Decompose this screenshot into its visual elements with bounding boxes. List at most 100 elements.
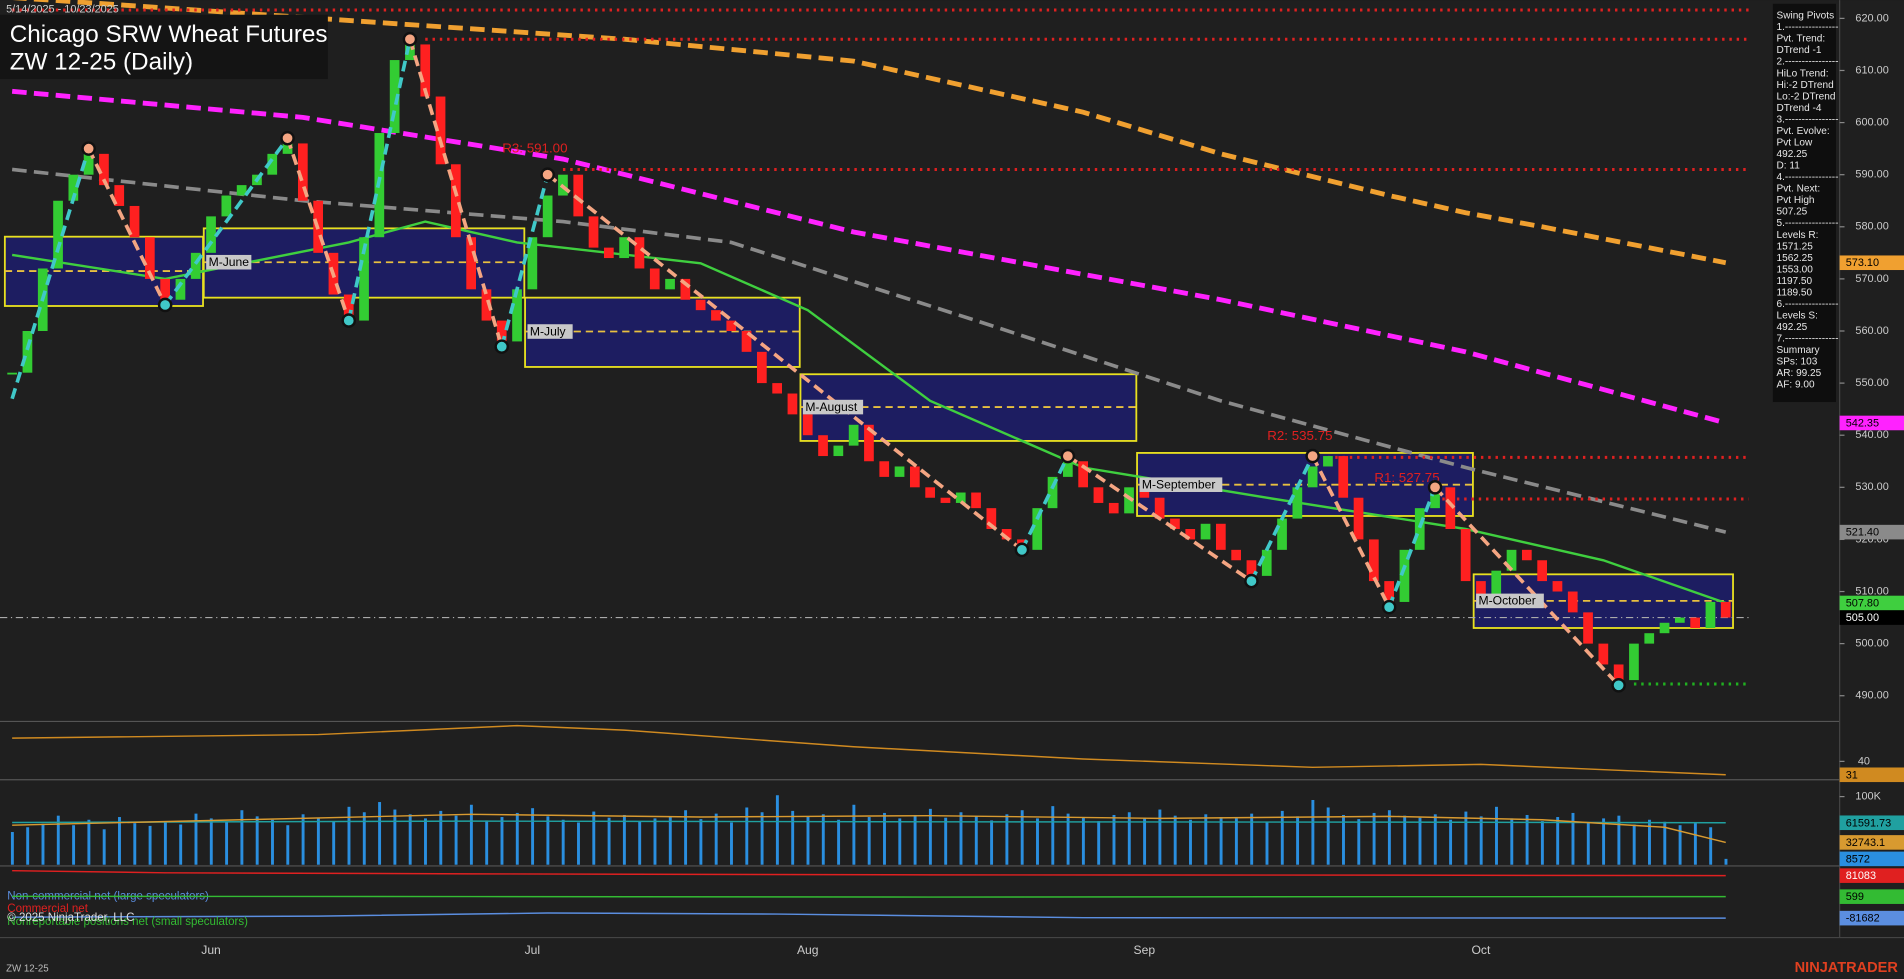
candle <box>787 393 798 415</box>
pivot-panel-line: 2.---------------- <box>1777 57 1839 68</box>
swing-line <box>1249 455 1315 582</box>
month-tag <box>206 254 252 270</box>
volume-bar <box>1586 822 1590 865</box>
volume-bar <box>730 822 733 865</box>
candle <box>405 44 415 61</box>
candle <box>833 445 844 457</box>
candle <box>1368 539 1379 582</box>
swing-line <box>285 137 351 322</box>
candle <box>1705 601 1716 628</box>
volume-bar <box>41 823 45 865</box>
y-tick-label: 600.00 <box>1855 116 1888 128</box>
candle <box>1047 476 1058 509</box>
level-label: R1: 527.75 <box>1374 470 1439 485</box>
volume-bar <box>821 814 825 865</box>
chart-title: Chicago SRW Wheat Futures <box>10 21 328 48</box>
candle <box>1476 581 1486 602</box>
candle <box>129 205 140 238</box>
candle <box>22 331 33 373</box>
candle <box>175 278 186 300</box>
candle <box>1108 502 1119 514</box>
candle <box>619 237 629 259</box>
candle <box>1674 617 1685 623</box>
candle <box>726 320 737 332</box>
month-tag-label: M-June <box>209 255 250 269</box>
volume-bar <box>1250 813 1254 865</box>
candle <box>99 153 109 186</box>
volume-bar <box>668 816 672 865</box>
level-label: R2: 535.75 <box>1267 428 1332 443</box>
volume-bar <box>1510 818 1514 865</box>
volume-bar <box>1066 813 1070 865</box>
candle <box>1124 487 1134 514</box>
pivot-panel-line: 5.---------------- <box>1777 218 1839 229</box>
candle <box>1246 560 1257 576</box>
volume-bar <box>424 818 427 865</box>
volume-bar <box>240 810 244 865</box>
pivot-panel-line: 507.25 <box>1777 207 1808 218</box>
price-marker <box>1839 851 1904 867</box>
volume-bar <box>1112 814 1116 865</box>
candle <box>1001 528 1012 540</box>
volume-bar <box>1678 825 1682 865</box>
price-marker-label: 521.40 <box>1846 527 1879 539</box>
legend-entry: Commercial net <box>7 903 88 915</box>
pivot-panel-line: 1197.50 <box>1777 276 1813 287</box>
candle <box>1078 461 1088 488</box>
level-label: R3: 591.00 <box>502 140 567 155</box>
volume-bar <box>1097 821 1101 865</box>
volume-bar <box>179 824 183 865</box>
candle <box>53 200 63 269</box>
volume-bar <box>439 810 443 865</box>
volume-bar <box>1556 817 1560 865</box>
swing-line <box>87 147 167 306</box>
swing-line <box>499 174 550 348</box>
candle <box>297 143 308 201</box>
volume-bar <box>974 816 978 865</box>
candle <box>496 320 507 342</box>
pivot-panel-line: AF: 9.00 <box>1777 380 1815 391</box>
title-box <box>0 14 328 80</box>
volume-bar <box>271 819 274 865</box>
candle <box>864 424 874 462</box>
swing-pivot <box>280 130 295 146</box>
x-tick-label: Aug <box>797 943 819 957</box>
candle <box>1215 523 1226 550</box>
price-marker-label: 507.80 <box>1846 597 1879 609</box>
candle <box>925 487 935 498</box>
pivot-panel-line: Summary <box>1777 345 1821 356</box>
candle <box>1537 560 1547 582</box>
candle <box>1491 570 1502 602</box>
candle <box>1613 664 1624 681</box>
volume-bar <box>1602 818 1606 865</box>
candle <box>603 247 614 259</box>
swing-pivot <box>1381 599 1397 615</box>
volume-bar <box>301 814 305 865</box>
date-range: 5/14/2025 - 10/23/2025 <box>6 4 119 16</box>
volume-bar <box>1449 819 1453 865</box>
pivot-panel-line: Pvt. Next: <box>1777 184 1821 195</box>
volume-bar <box>699 819 703 865</box>
volume-bar <box>515 812 519 865</box>
candle <box>1384 581 1394 602</box>
volume-bar <box>87 819 91 865</box>
y-tick-label: 620.00 <box>1855 12 1888 24</box>
swing-pivot <box>341 313 357 328</box>
volume-bar <box>1479 816 1483 865</box>
price-marker <box>1839 595 1904 611</box>
volume-bar <box>408 814 412 865</box>
candle <box>359 237 369 321</box>
indicator-line <box>11 88 1727 426</box>
candle <box>756 351 767 384</box>
volume-bar <box>1372 812 1376 865</box>
candle <box>206 216 216 253</box>
copyright: © 2025 NinjaTrader, LLC <box>7 912 134 924</box>
y-tick-label: 560.00 <box>1855 325 1888 337</box>
candle <box>68 174 79 201</box>
volume-bar <box>148 825 152 865</box>
y-tick-label: 610.00 <box>1855 64 1888 76</box>
swing-line <box>1387 486 1437 608</box>
y-tick-label: 540.00 <box>1855 429 1888 441</box>
pivot-panel-line: Pvt. Evolve: <box>1777 126 1830 137</box>
